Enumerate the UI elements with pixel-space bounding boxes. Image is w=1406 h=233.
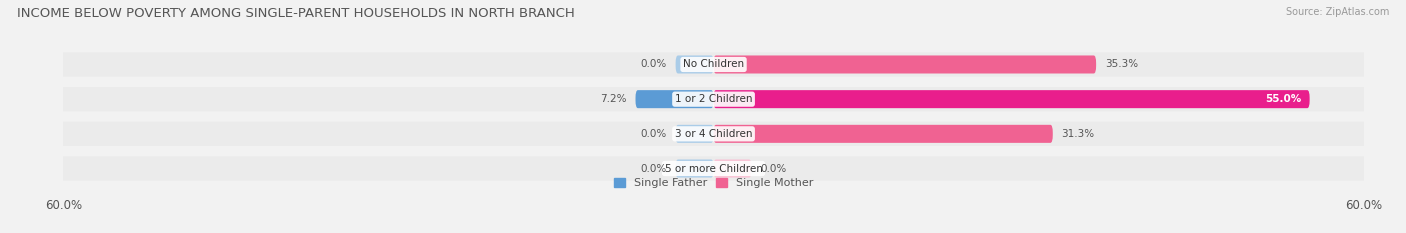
Text: INCOME BELOW POVERTY AMONG SINGLE-PARENT HOUSEHOLDS IN NORTH BRANCH: INCOME BELOW POVERTY AMONG SINGLE-PARENT… [17, 7, 575, 20]
FancyBboxPatch shape [713, 125, 1053, 143]
FancyBboxPatch shape [52, 156, 1375, 181]
Text: 55.0%: 55.0% [1265, 94, 1301, 104]
Text: 0.0%: 0.0% [761, 164, 786, 174]
FancyBboxPatch shape [52, 122, 1375, 146]
Text: 1 or 2 Children: 1 or 2 Children [675, 94, 752, 104]
Text: Source: ZipAtlas.com: Source: ZipAtlas.com [1285, 7, 1389, 17]
Text: 35.3%: 35.3% [1105, 59, 1137, 69]
FancyBboxPatch shape [676, 55, 713, 73]
FancyBboxPatch shape [636, 90, 713, 108]
FancyBboxPatch shape [52, 87, 1375, 111]
Text: 5 or more Children: 5 or more Children [665, 164, 762, 174]
Text: 3 or 4 Children: 3 or 4 Children [675, 129, 752, 139]
FancyBboxPatch shape [676, 125, 713, 143]
Text: 0.0%: 0.0% [641, 164, 666, 174]
FancyBboxPatch shape [713, 90, 1309, 108]
FancyBboxPatch shape [52, 52, 1375, 77]
Text: 0.0%: 0.0% [641, 129, 666, 139]
Text: 7.2%: 7.2% [600, 94, 627, 104]
FancyBboxPatch shape [713, 160, 751, 178]
FancyBboxPatch shape [676, 160, 713, 178]
Legend: Single Father, Single Mother: Single Father, Single Mother [614, 178, 813, 188]
Text: 31.3%: 31.3% [1062, 129, 1094, 139]
Text: No Children: No Children [683, 59, 744, 69]
Text: 0.0%: 0.0% [641, 59, 666, 69]
FancyBboxPatch shape [713, 55, 1097, 73]
